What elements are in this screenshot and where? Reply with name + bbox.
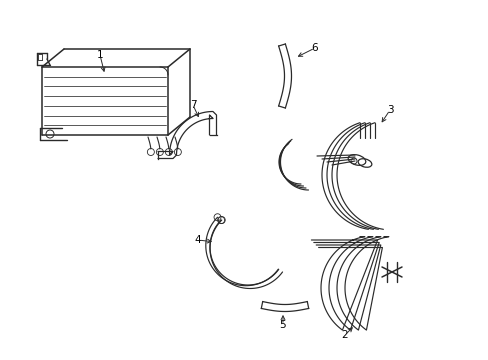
Text: 7: 7 [189, 100, 196, 110]
Text: 1: 1 [97, 50, 103, 60]
Text: 3: 3 [386, 105, 392, 115]
Text: 2: 2 [341, 330, 347, 340]
Text: 6: 6 [311, 43, 318, 53]
Text: 5: 5 [279, 320, 286, 330]
Text: 4: 4 [194, 235, 201, 245]
